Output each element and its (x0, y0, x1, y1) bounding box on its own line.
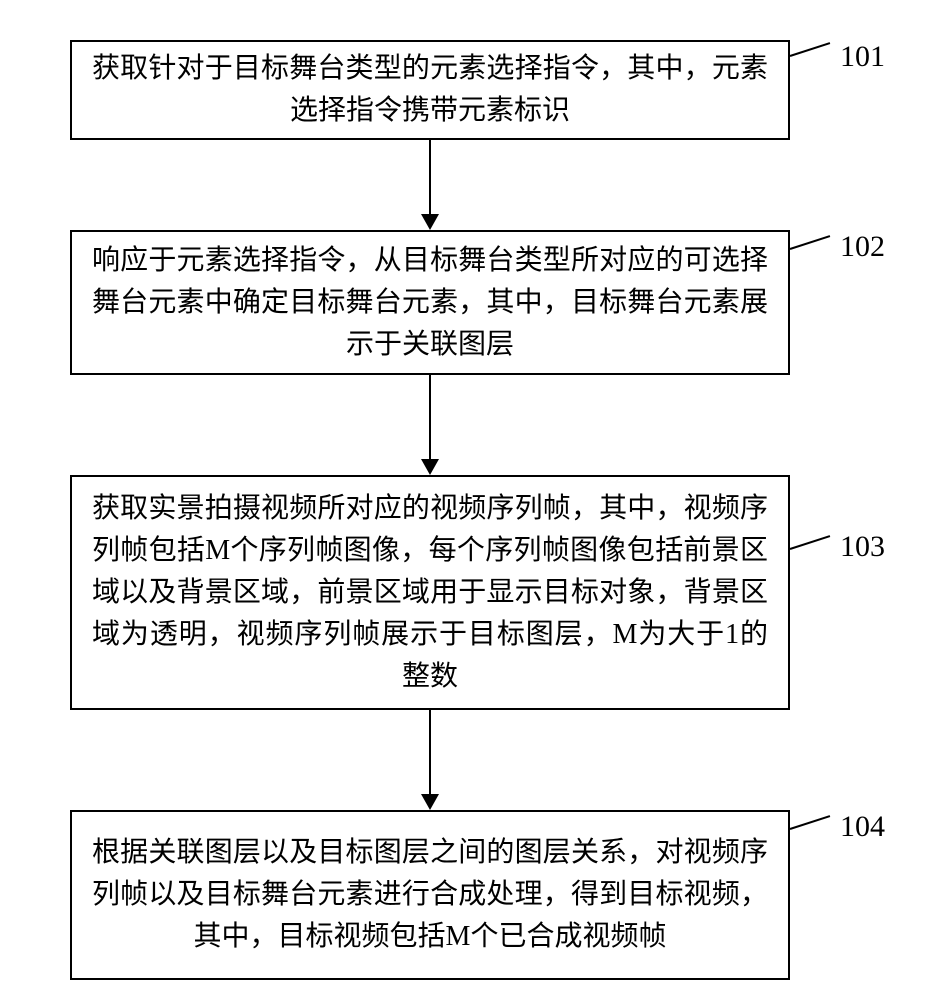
flow-box-step102: 响应于元素选择指令，从目标舞台类型所对应的可选择舞台元素中确定目标舞台元素，其中… (70, 230, 790, 375)
step-label-step103: 103 (840, 530, 885, 564)
flow-box-text: 根据关联图层以及目标图层之间的图层关系，对视频序列帧以及目标舞台元素进行合成处理… (92, 832, 768, 958)
flowchart-canvas: 获取针对于目标舞台类型的元素选择指令，其中，元素选择指令携带元素标识 101 响应于… (0, 0, 940, 1000)
flow-box-text: 获取针对于目标舞台类型的元素选择指令，其中，元素选择指令携带元素标识 (92, 48, 768, 132)
step-label-step104: 104 (840, 810, 885, 844)
arrow-step103-to-step104 (419, 710, 441, 810)
flow-box-text: 获取实景拍摄视频所对应的视频序列帧，其中，视频序列帧包括M个序列帧图像，每个序列… (92, 488, 768, 698)
leader-line (790, 815, 831, 830)
flow-box-step104: 根据关联图层以及目标图层之间的图层关系，对视频序列帧以及目标舞台元素进行合成处理… (70, 810, 790, 980)
flow-box-step101: 获取针对于目标舞台类型的元素选择指令，其中，元素选择指令携带元素标识 (70, 40, 790, 140)
arrow-step102-to-step103 (419, 375, 441, 475)
step-label-step102: 102 (840, 230, 885, 264)
leader-line (790, 235, 831, 250)
flow-box-text: 响应于元素选择指令，从目标舞台类型所对应的可选择舞台元素中确定目标舞台元素，其中… (92, 240, 768, 366)
leader-line (790, 535, 831, 550)
arrow-step101-to-step102 (419, 140, 441, 230)
flow-box-step103: 获取实景拍摄视频所对应的视频序列帧，其中，视频序列帧包括M个序列帧图像，每个序列… (70, 475, 790, 710)
step-label-step101: 101 (840, 40, 885, 74)
leader-line (790, 42, 831, 57)
